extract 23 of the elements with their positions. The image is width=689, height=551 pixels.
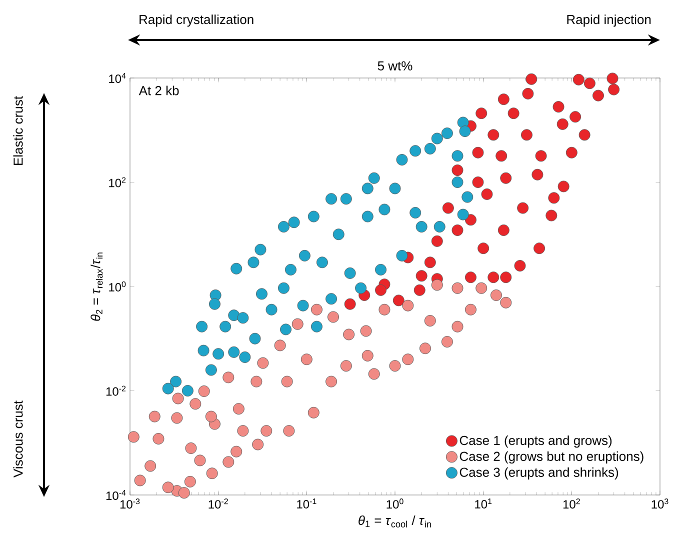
y-tick-label: 10$^{-4}$ bbox=[106, 490, 126, 500]
x-tick-label: 10$^{3}$ bbox=[652, 498, 668, 509]
legend-label: Case 2 (grows but no eruptions) bbox=[460, 451, 644, 464]
annotation: At 2 kb bbox=[138, 86, 179, 96]
legend-label: Case 3 (erupts and shrinks) bbox=[460, 467, 618, 480]
y-axis-title: θ$_{2}$ = τ$_{relax}$/τ$_{in}$ bbox=[90, 252, 103, 321]
x-axis-title: θ$_{1}$ = τ$_{cool}$ / τ$_{in}$ bbox=[358, 515, 431, 528]
y-tick-label: 10$^{4}$ bbox=[109, 73, 126, 83]
y-tick-label: 10$^{2}$ bbox=[109, 177, 126, 188]
y-tick-label: 10$^{0}$ bbox=[109, 281, 126, 292]
text: Rapid injection bbox=[567, 14, 651, 27]
x-tick-label: 10$^{1}$ bbox=[475, 498, 492, 508]
text: Rapid crystallization bbox=[140, 14, 254, 27]
x-tick-label: 10$^{2}$ bbox=[563, 498, 580, 509]
y-tick-label: 10$^{-2}$ bbox=[106, 386, 126, 396]
legend-label: Case 1 (erupts and grows) bbox=[460, 436, 612, 448]
chart-title: 5 wt% bbox=[378, 61, 412, 70]
x-tick-label: 10$^{-2}$ bbox=[208, 498, 228, 509]
text: Elastic crust bbox=[13, 96, 23, 165]
x-tick-label: 10$^{-1}$ bbox=[297, 498, 316, 508]
text: Viscous crust bbox=[13, 400, 23, 478]
x-tick-label: 10$^{0}$ bbox=[386, 498, 404, 509]
x-tick-label: 10$^{-3}$ bbox=[120, 498, 140, 509]
